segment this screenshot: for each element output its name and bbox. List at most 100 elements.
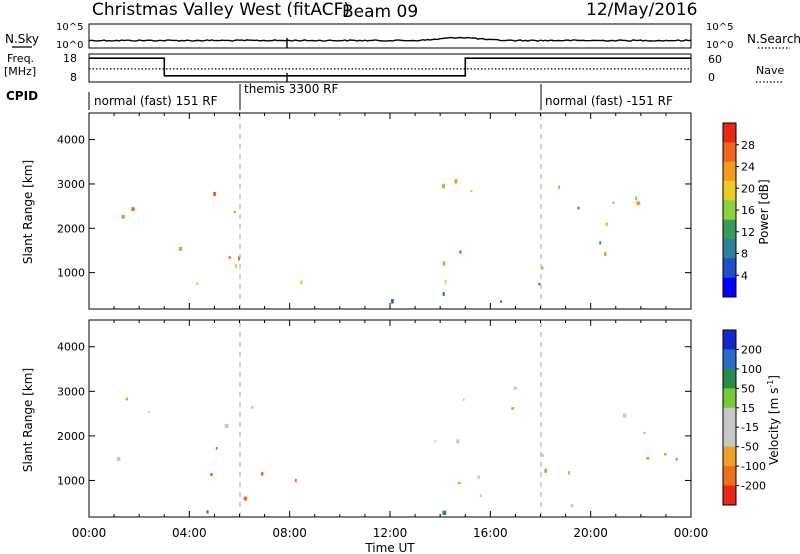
- velocity-colorbar-swatch: [723, 349, 736, 370]
- power-echo-evening-band: [178, 246, 183, 251]
- cpid-segment-1: normal (fast) 151 RF: [94, 94, 218, 108]
- power-echo-near-range: [391, 299, 394, 304]
- beam-label: Beam 09: [342, 2, 418, 22]
- power-echo-dusk-arc: [213, 191, 216, 197]
- noise-right-tick-bottom: 10^0: [706, 40, 733, 51]
- power-echo-morning-lower: [442, 292, 445, 297]
- velocity-echo-morning-arcs: [675, 457, 678, 461]
- power-echo-morning-arcs: [599, 241, 602, 245]
- power-echo-strong-band: [238, 256, 240, 261]
- power-echo-strong-band: [228, 256, 231, 259]
- power-colorbar-tick-label: 24: [741, 161, 755, 174]
- power-colorbar-swatch: [723, 142, 736, 162]
- x-tick-label: 00:00: [674, 526, 709, 540]
- noise-sky-label: N.Sky: [5, 32, 39, 46]
- velocity-echo-morning-lower: [477, 475, 480, 479]
- velocity-echo-morning-arcs: [511, 407, 515, 410]
- freq-label-line2: [MHz]: [4, 65, 36, 78]
- power-echo-morning-arcs: [612, 201, 615, 204]
- power-echo-morning-arcs: [454, 179, 458, 184]
- velocity-echo-strong-band: [243, 496, 248, 501]
- velocity-colorbar-tick-label: 50: [741, 382, 755, 395]
- x-tick-label: 04:00: [172, 526, 207, 540]
- power-echo-morning-lower: [541, 266, 544, 270]
- velocity-colorbar-swatch: [723, 388, 736, 409]
- nave-label: Nave: [756, 64, 784, 77]
- cpid-segment-3: normal (fast) -151 RF: [545, 94, 673, 108]
- ytick-label: 1000: [57, 267, 85, 280]
- velocity-heatmap: [116, 386, 678, 515]
- noise-right-tick-top: 10^5: [706, 22, 733, 33]
- velocity-colorbar-swatch: [723, 427, 736, 447]
- velocity-panel-frame: [88, 319, 692, 518]
- velocity-colorbar-frame: [722, 329, 737, 506]
- x-axis-label: Time UT: [364, 541, 415, 554]
- cpid-label: CPID: [6, 89, 38, 103]
- velocity-echo-dusk-arc: [148, 410, 150, 413]
- power-colorbar-swatch: [723, 200, 736, 220]
- velocity-colorbar-swatch: [723, 485, 736, 506]
- x-tick-label: 16:00: [473, 526, 508, 540]
- power-echo-near-range: [499, 300, 502, 303]
- velocity-colorbar-tick-label: -15: [741, 421, 759, 434]
- power-panel: 1000 2000 3000 4000 Slant Range [km] 4 8 12 16…: [21, 112, 771, 310]
- velocity-echo-strong-band: [215, 446, 218, 450]
- noise-sky-trace: [88, 36, 692, 42]
- ytick-label: 3000: [57, 178, 85, 191]
- plot-title: Christmas Valley West (fitACF): [92, 0, 350, 20]
- power-panel-frame: [88, 112, 692, 310]
- velocity-echo-morning-arcs: [664, 452, 667, 456]
- velocity-colorbar-label-end: ]: [767, 375, 781, 380]
- velocity-colorbar-swatch: [723, 330, 736, 350]
- ytick-label: 1000: [57, 474, 85, 487]
- velocity-echo-morning-lower: [479, 494, 482, 498]
- power-echo-morning-arcs: [442, 183, 445, 189]
- power-colorbar-tick-label: 8: [741, 248, 748, 261]
- velocity-echo-dusk-arc: [224, 423, 229, 428]
- power-xticks: [88, 113, 692, 309]
- power-echo-strong-band: [300, 280, 303, 285]
- cpid-segment-2: themis 3300 RF: [244, 82, 338, 96]
- velocity-echo-strong-band: [210, 473, 213, 477]
- velocity-colorbar: 200 100 50 15 -15 -50 -100 -200: [722, 329, 766, 506]
- ytick-label: 4000: [57, 341, 85, 354]
- power-colorbar: 4 8 12 16 20 24 28: [722, 122, 755, 298]
- freq-right-tick-top: 60: [708, 53, 722, 66]
- date-label: 12/May/2016: [586, 0, 698, 20]
- power-echo-morning-arcs: [635, 196, 638, 201]
- velocity-echo-morning-arcs: [646, 456, 650, 460]
- freq-panel-frame: [88, 53, 692, 83]
- power-echo-morning-arcs: [604, 252, 607, 256]
- ytick-label: 2000: [57, 222, 85, 235]
- velocity-echo-morning-arcs: [434, 440, 437, 443]
- velocity-echo-morning-arcs: [544, 468, 547, 473]
- power-colorbar-tick-label: 16: [741, 204, 755, 217]
- power-echo-strong-band: [196, 282, 199, 286]
- freq-label-line1: Freq.: [7, 52, 34, 65]
- noise-left-tick-top: 10^5: [56, 22, 83, 33]
- power-echo-morning-arcs: [442, 261, 446, 266]
- power-echo-dusk-arc: [131, 207, 135, 211]
- velocity-colorbar-tick-label: 100: [741, 363, 762, 376]
- x-tick-labels: 00:00 04:00 08:00 12:00 16:00 20:00 00:00: [72, 526, 709, 540]
- freq-trace: [89, 57, 691, 77]
- velocity-colorbar-tick-label: -50: [741, 441, 759, 454]
- power-echo-morning-arcs: [558, 185, 560, 190]
- power-echo-morning-arcs: [577, 206, 580, 210]
- velocity-colorbar-label: Velocity [m s-1]: [766, 375, 781, 465]
- velocity-colorbar-tick-label: -100: [741, 460, 766, 473]
- power-yticks: 1000 2000 3000 4000: [57, 134, 691, 280]
- velocity-echo-dusk-arc: [125, 397, 128, 401]
- velocity-colorbar-tick-label: 200: [741, 343, 762, 356]
- power-colorbar-tick-label: 12: [741, 226, 755, 239]
- power-colorbar-tick-label: 20: [741, 182, 755, 195]
- velocity-echo-evening-band: [116, 457, 121, 461]
- cpid-row: CPID normal (fast) 151 RF themis 3300 RF…: [6, 82, 673, 110]
- velocity-echo-upper-arc-2: [251, 405, 254, 409]
- velocity-colorbar-swatch: [723, 446, 736, 467]
- power-echo-strong-band: [234, 264, 238, 268]
- velocity-echo-strong-band: [294, 478, 297, 483]
- x-tick-label: 00:00: [72, 526, 107, 540]
- noise-panel-frame: [88, 23, 692, 49]
